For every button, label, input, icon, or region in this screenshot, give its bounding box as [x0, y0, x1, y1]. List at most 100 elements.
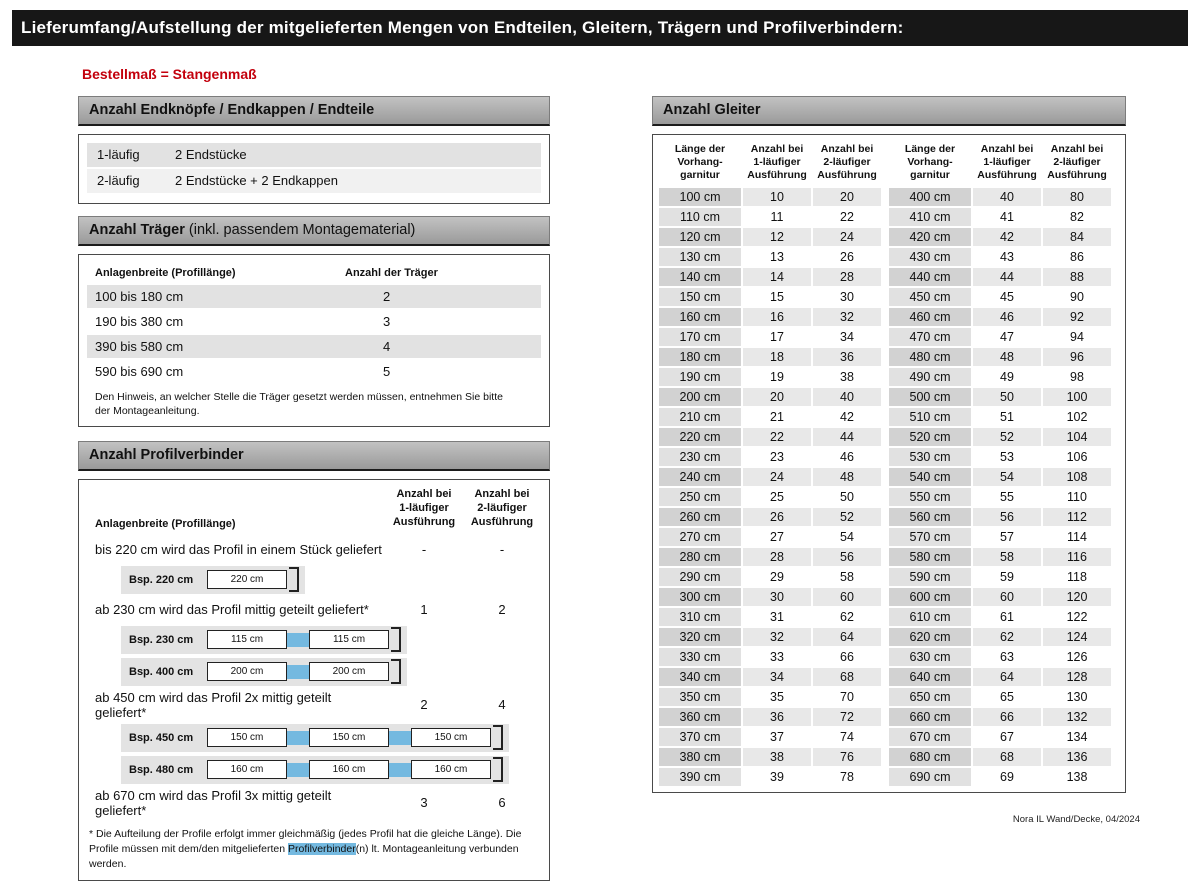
gleiter-row: 630 cm 63 126 [889, 648, 1111, 667]
count-1-laeufig-cell: 31 [743, 608, 811, 627]
gleiter-row: 380 cm 38 76 [659, 748, 881, 767]
profilverbinder-connector [389, 730, 411, 745]
count-1-laeufig-cell: 67 [973, 728, 1041, 747]
traeger-range: 100 bis 180 cm [95, 289, 184, 304]
count-1-laeufig-cell: 19 [743, 368, 811, 387]
length-cell: 140 cm [659, 268, 741, 287]
section-header-traeger: Anzahl Träger (inkl. passendem Montagema… [78, 216, 550, 246]
gleiter-row: 510 cm 51 102 [889, 408, 1111, 427]
count-1-laeufig-cell: 39 [743, 768, 811, 787]
endteile-row: 2-läufig 2 Endstücke + 2 Endkappen [87, 169, 541, 193]
rule-value-1: 3 [420, 795, 428, 811]
gleiter-row: 470 cm 47 94 [889, 328, 1111, 347]
traeger-table-body: 100 bis 180 cm 2 190 bis 380 cm 3 390 bi… [87, 285, 541, 383]
count-2-laeufig-cell: 46 [813, 448, 881, 467]
profile-segment: 115 cm [207, 630, 287, 650]
profile-bar: 200 cm [309, 662, 389, 682]
traeger-count: 4 [383, 339, 391, 354]
count-1-laeufig-cell: 62 [973, 628, 1041, 647]
traeger-header-row: Anlagenbreite (Profillänge) Anzahl der T… [87, 263, 541, 283]
profile-segment: 160 cm [207, 760, 287, 780]
length-cell: 520 cm [889, 428, 971, 447]
profile-bar: 150 cm [411, 728, 491, 748]
gleiter-row: 360 cm 36 72 [659, 708, 881, 727]
length-cell: 480 cm [889, 348, 971, 367]
count-1-laeufig-cell: 11 [743, 208, 811, 227]
example-label: Bsp. 400 cm [129, 665, 194, 678]
count-2-laeufig-cell: 40 [813, 388, 881, 407]
endteile-row-value: 2 Endstücke + 2 Endkappen [175, 173, 338, 188]
count-2-laeufig-cell: 134 [1043, 728, 1111, 747]
count-2-laeufig-cell: 26 [813, 248, 881, 267]
count-1-laeufig-cell: 47 [973, 328, 1041, 347]
rule-text: ab 230 cm wird das Profil mittig geteilt… [95, 602, 369, 618]
length-cell: 430 cm [889, 248, 971, 267]
document-page: { "title_bar": { "title": "Lieferumfang/… [12, 10, 1188, 881]
gleiter-row: 390 cm 39 78 [659, 768, 881, 787]
traeger-count: 2 [383, 289, 391, 304]
length-cell: 130 cm [659, 248, 741, 267]
length-cell: 450 cm [889, 288, 971, 307]
length-cell: 330 cm [659, 648, 741, 667]
count-2-laeufig-cell: 38 [813, 368, 881, 387]
count-2-laeufig-cell: 56 [813, 548, 881, 567]
profile-segment: 160 cm [287, 760, 389, 780]
count-1-laeufig-cell: 25 [743, 488, 811, 507]
count-2-laeufig-cell: 106 [1043, 448, 1111, 467]
length-cell: 470 cm [889, 328, 971, 347]
gleiter-row: 650 cm 65 130 [889, 688, 1111, 707]
gleiter-row: 240 cm 24 48 [659, 468, 881, 487]
count-1-laeufig-cell: 68 [973, 748, 1041, 767]
gleiter-table-1-body: 100 cm 10 20 110 cm 11 22 120 cm 12 24 [659, 188, 881, 787]
profile-segment: 115 cm [287, 630, 389, 650]
count-1-laeufig-cell: 28 [743, 548, 811, 567]
endteile-row-label: 1-läufig [97, 147, 140, 162]
count-1-laeufig-cell: 69 [973, 768, 1041, 787]
count-1-laeufig-cell: 60 [973, 588, 1041, 607]
count-2-laeufig-cell: 82 [1043, 208, 1111, 227]
gleiter-row: 570 cm 57 114 [889, 528, 1111, 547]
count-1-laeufig-cell: 51 [973, 408, 1041, 427]
gleiter-row: 580 cm 58 116 [889, 548, 1111, 567]
gleiter-row: 640 cm 64 128 [889, 668, 1111, 687]
count-1-laeufig-cell: 41 [973, 208, 1041, 227]
gleiter-row: 560 cm 56 112 [889, 508, 1111, 527]
length-cell: 690 cm [889, 768, 971, 787]
example-label: Bsp. 230 cm [129, 633, 194, 646]
endteile-row: 1-läufig 2 Endstücke [87, 143, 541, 167]
col-header-1-laeufig: Anzahl bei 1-läufiger Ausführung [973, 141, 1041, 187]
count-2-laeufig-cell: 24 [813, 228, 881, 247]
count-1-laeufig-cell: 66 [973, 708, 1041, 727]
count-1-laeufig-cell: 10 [743, 188, 811, 207]
traeger-table: Anlagenbreite (Profillänge) Anzahl der T… [78, 254, 550, 428]
profile-segment: 200 cm [287, 662, 389, 682]
count-2-laeufig-cell: 30 [813, 288, 881, 307]
profile-segment: 150 cm [287, 728, 389, 748]
gleiter-row: 280 cm 28 56 [659, 548, 881, 567]
endteile-row-label: 2-läufig [97, 173, 140, 188]
count-1-laeufig-cell: 46 [973, 308, 1041, 327]
count-1-laeufig-cell: 26 [743, 508, 811, 527]
gleiter-row: 140 cm 14 28 [659, 268, 881, 287]
count-1-laeufig-cell: 52 [973, 428, 1041, 447]
profile-segment: 150 cm [207, 728, 287, 748]
length-cell: 380 cm [659, 748, 741, 767]
gleiter-header-row: Länge der Vorhang- garnitur Anzahl bei 1… [889, 141, 1111, 187]
length-cell: 660 cm [889, 708, 971, 727]
count-1-laeufig-cell: 23 [743, 448, 811, 467]
gleiter-row: 520 cm 52 104 [889, 428, 1111, 447]
profilverbinder-connector [287, 730, 309, 745]
gleiter-row: 180 cm 18 36 [659, 348, 881, 367]
count-2-laeufig-cell: 22 [813, 208, 881, 227]
profile-diagram: 220 cm [207, 570, 287, 590]
gleiter-row: 320 cm 32 64 [659, 628, 881, 647]
gleiter-row: 430 cm 43 86 [889, 248, 1111, 267]
gleiter-row: 690 cm 69 138 [889, 768, 1111, 787]
col-header-1-laeufig: Anzahl bei 1-läufiger Ausführung [743, 141, 811, 187]
profile-diagram: 160 cm 160 cm 160 cm [207, 760, 491, 780]
profile-segment: 200 cm [207, 662, 287, 682]
gleiter-row: 460 cm 46 92 [889, 308, 1111, 327]
count-2-laeufig-cell: 114 [1043, 528, 1111, 547]
gleiter-row: 670 cm 67 134 [889, 728, 1111, 747]
profile-diagram: 150 cm 150 cm 150 cm [207, 728, 491, 748]
